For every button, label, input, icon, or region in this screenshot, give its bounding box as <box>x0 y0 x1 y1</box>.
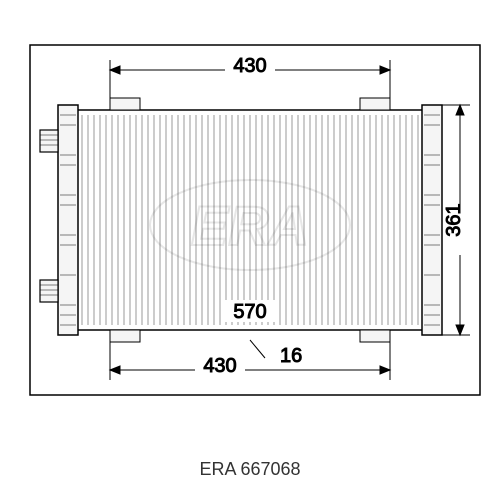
caption-brand: ERA <box>199 459 235 479</box>
caption-part: 667068 <box>240 459 300 479</box>
dim-top-label: 430 <box>233 55 266 77</box>
dim-right: 361 <box>442 105 472 335</box>
dim-top: 430 <box>110 55 390 98</box>
core-fins <box>82 115 418 325</box>
dim-inner: 570 <box>225 300 275 323</box>
diagram-container: ERA <box>0 0 500 500</box>
dim-bottom-label: 430 <box>203 355 236 377</box>
dim-inner-label: 570 <box>233 301 266 323</box>
dim-right-label: 361 <box>443 203 465 236</box>
caption: ERA 667068 <box>0 459 500 480</box>
technical-drawing: ERA <box>0 0 500 440</box>
dim-bottom: 430 16 <box>110 340 390 380</box>
dim-depth-label: 16 <box>280 345 302 367</box>
